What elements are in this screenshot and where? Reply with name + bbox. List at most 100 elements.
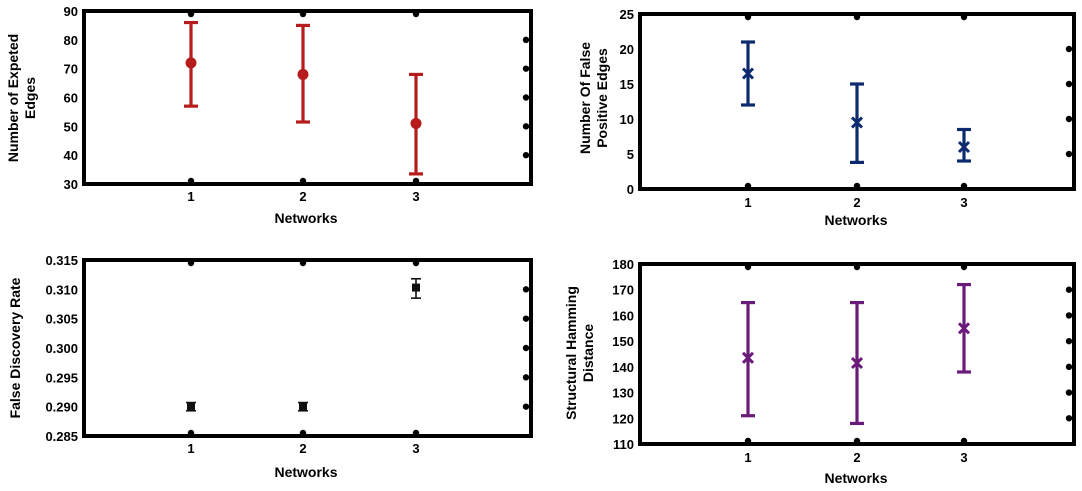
tick-mark (853, 263, 861, 271)
error-bar (957, 127, 971, 163)
y-tick-label: 0.285 (45, 429, 78, 444)
x-tick-label: 3 (960, 195, 967, 210)
x-axis-title: Networks (274, 464, 337, 480)
tick-mark (522, 403, 530, 410)
data-point (410, 117, 422, 129)
data-point (850, 116, 864, 129)
y-tick-label: 130 (612, 386, 634, 401)
tick-mark (522, 374, 530, 381)
error-bar (409, 72, 423, 176)
tick-mark (299, 177, 307, 185)
y-tick-label: 15 (620, 77, 634, 92)
y-tick-label: 30 (64, 177, 78, 192)
y-tick-label: 20 (620, 42, 634, 57)
y-tick-label: 110 (613, 437, 634, 452)
tick-mark (960, 182, 968, 190)
tick-mark (412, 177, 420, 185)
y-tick-label: 10 (620, 112, 634, 127)
y-tick-label: 180 (612, 257, 634, 272)
y-tick-label: 50 (64, 119, 78, 134)
tick-mark (744, 263, 752, 271)
error-bar (741, 300, 755, 418)
y-tick-label: 170 (612, 283, 634, 298)
x-tick-label: 3 (412, 189, 419, 204)
tick-mark (1065, 363, 1073, 371)
x-axis-title: Networks (824, 470, 887, 486)
tick-mark (853, 13, 861, 21)
tick-mark (960, 437, 968, 445)
x-tick-label: 1 (744, 195, 751, 210)
tick-mark (522, 94, 530, 101)
y-axis-title: Structural HammingDistance (563, 286, 596, 420)
tick-mark (1065, 150, 1073, 158)
x-tick-label: 1 (744, 450, 751, 465)
data-point (297, 68, 309, 80)
tick-mark (1065, 80, 1073, 88)
error-bar (184, 20, 198, 108)
y-tick-label: 150 (612, 334, 634, 349)
x-axis-title: Networks (274, 210, 337, 226)
error-bar (850, 82, 864, 164)
tick-mark (522, 123, 530, 130)
tick-mark (522, 151, 530, 159)
tick-mark (522, 344, 530, 352)
tick-mark (1065, 415, 1073, 422)
tick-mark (187, 10, 195, 18)
y-tick-label: 80 (64, 33, 78, 48)
data-point (299, 402, 307, 411)
tick-mark (853, 182, 861, 190)
y-tick-label: 140 (612, 360, 634, 375)
data-point (185, 57, 197, 69)
tick-mark (522, 286, 530, 293)
x-tick-label: 3 (960, 450, 967, 465)
plot-frame (82, 258, 533, 438)
chart-panel-3: 0.285 0.290 0.295 0.300 0.305 0.310 0.315 1 2 3 Ne… (7, 253, 533, 480)
tick-mark (522, 36, 530, 44)
y-tick-label: 60 (64, 91, 78, 106)
data-point (187, 402, 195, 411)
chart-panel-2: 0 5 10 15 20 25 1 2 3 Networks Number Of FalsePosi… (577, 7, 1076, 228)
y-tick-label: 160 (612, 308, 634, 323)
tick-mark (960, 13, 968, 21)
x-tick-label: 1 (187, 441, 194, 456)
tick-mark (1065, 45, 1073, 53)
x-tick-label: 1 (187, 189, 194, 204)
x-tick-label: 2 (299, 441, 306, 456)
data-point (850, 356, 864, 370)
y-tick-label: 0.295 (45, 370, 78, 385)
tick-mark (412, 259, 420, 267)
tick-mark (522, 315, 530, 322)
error-bar (298, 401, 308, 412)
y-tick-label: 120 (612, 411, 634, 426)
tick-mark (744, 182, 752, 190)
tick-mark (1065, 337, 1073, 345)
error-bar (741, 40, 755, 107)
x-tick-label: 2 (853, 450, 860, 465)
y-tick-label: 0.305 (45, 312, 78, 327)
y-tick-label: 40 (64, 148, 78, 163)
y-axis-title: Number of ExpetedEdges (5, 34, 38, 162)
error-bar (186, 401, 196, 412)
tick-mark (1065, 286, 1073, 293)
y-tick-label: 25 (620, 7, 634, 22)
x-axis-title: Networks (824, 212, 887, 228)
tick-mark (853, 437, 861, 445)
error-bar (411, 277, 421, 299)
tick-mark (960, 263, 968, 271)
plot-frame (82, 9, 533, 186)
chart-panel-4: 110 120 130 140 150 160 170 180 1 2 3 Networks Struc… (563, 257, 1076, 486)
y-tick-label: 0 (627, 182, 634, 197)
tick-mark (744, 13, 752, 21)
tick-mark (412, 10, 420, 18)
data-point (741, 67, 755, 80)
data-point (741, 351, 755, 364)
y-tick-label: 0.300 (45, 341, 78, 356)
x-tick-label: 2 (853, 195, 860, 210)
tick-mark (187, 429, 195, 437)
error-bar (296, 23, 310, 124)
y-tick-label: 0.290 (45, 400, 78, 415)
data-point (957, 140, 971, 154)
chart-panel-1: 30 40 50 60 70 80 90 1 2 3 Networks Number of Expet… (5, 4, 533, 226)
x-tick-label: 3 (412, 441, 419, 456)
